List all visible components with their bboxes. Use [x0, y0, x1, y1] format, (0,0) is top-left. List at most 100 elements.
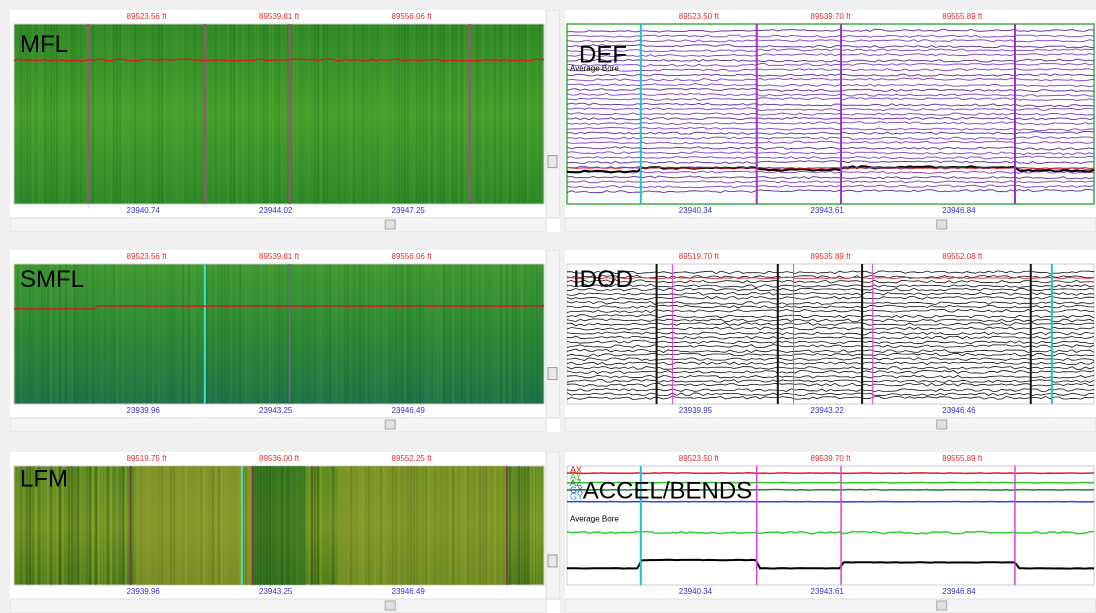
texture	[320, 24, 322, 204]
texture	[383, 264, 385, 404]
texture	[104, 466, 106, 585]
texture	[425, 24, 427, 204]
texture	[92, 264, 94, 404]
texture	[98, 264, 100, 404]
texture	[272, 24, 274, 204]
texture	[515, 264, 517, 404]
h-scrollbar[interactable]	[565, 218, 1096, 232]
texture	[77, 466, 79, 585]
texture	[278, 264, 280, 404]
distance-label: 23947.25	[392, 206, 426, 215]
texture	[272, 264, 274, 404]
texture	[311, 24, 313, 204]
texture	[71, 24, 73, 204]
texture	[464, 24, 466, 204]
texture	[257, 24, 259, 204]
texture	[449, 264, 451, 404]
v-scroll-thumb[interactable]	[548, 156, 557, 168]
texture	[17, 466, 19, 585]
texture	[95, 466, 97, 585]
texture	[260, 264, 262, 404]
v-scroll-thumb[interactable]	[548, 555, 557, 567]
v-scroll-thumb[interactable]	[548, 368, 557, 380]
texture	[182, 24, 184, 204]
depth-label: 89552.25 ft	[392, 454, 433, 463]
distance-label: 23943.61	[811, 587, 845, 596]
depth-label: 89552.08 ft	[942, 252, 983, 261]
texture	[536, 24, 538, 204]
texture	[134, 24, 136, 204]
texture	[74, 466, 76, 585]
texture	[149, 264, 151, 404]
texture	[302, 264, 304, 404]
h-scrollbar[interactable]	[10, 218, 546, 232]
texture	[332, 264, 334, 404]
texture	[80, 24, 82, 204]
texture	[86, 466, 88, 585]
texture	[161, 264, 163, 404]
h-scroll-thumb[interactable]	[937, 220, 947, 229]
panel: 89523.50 ft89539.70 ft89555.89 ft23940.3…	[565, 452, 1096, 613]
texture	[344, 264, 346, 404]
panel-title: DEF	[579, 42, 627, 69]
depth-label: 89556.06 ft	[392, 12, 433, 21]
h-scrollbar[interactable]	[10, 418, 546, 432]
texture	[167, 264, 169, 404]
h-scrollbar[interactable]	[10, 599, 546, 613]
texture	[509, 264, 511, 404]
h-scroll-thumb[interactable]	[937, 601, 947, 610]
v-scrollbar[interactable]	[546, 10, 560, 218]
h-scrollbar[interactable]	[565, 418, 1096, 432]
texture	[479, 264, 481, 404]
texture	[284, 264, 286, 404]
depth-label: 89523.50 ft	[679, 454, 720, 463]
texture	[317, 264, 319, 404]
texture	[215, 24, 217, 204]
texture	[191, 264, 193, 404]
texture	[176, 264, 178, 404]
texture	[119, 264, 121, 404]
h-scrollbar[interactable]	[565, 599, 1096, 613]
texture	[473, 264, 475, 404]
texture	[431, 264, 433, 404]
depth-label: 89539.81 ft	[259, 252, 300, 261]
texture	[359, 24, 361, 204]
texture	[314, 466, 316, 585]
texture	[458, 264, 460, 404]
texture	[164, 264, 166, 404]
texture	[536, 466, 538, 585]
texture	[14, 24, 16, 204]
texture	[125, 24, 127, 204]
v-scrollbar[interactable]	[546, 250, 560, 418]
texture	[530, 24, 532, 204]
texture	[425, 264, 427, 404]
texture	[539, 466, 541, 585]
texture	[14, 466, 16, 585]
texture	[101, 24, 103, 204]
texture	[377, 24, 379, 204]
texture	[95, 24, 97, 204]
distance-label: 23946.49	[392, 587, 426, 596]
texture	[209, 264, 211, 404]
texture	[392, 24, 394, 204]
h-scroll-thumb[interactable]	[385, 601, 395, 610]
texture	[524, 264, 526, 404]
texture	[452, 24, 454, 204]
texture	[467, 24, 469, 204]
texture	[167, 24, 169, 204]
texture	[296, 24, 298, 204]
texture	[128, 466, 130, 585]
h-scroll-thumb[interactable]	[385, 220, 395, 229]
texture	[506, 24, 508, 204]
depth-label: 89556.06 ft	[392, 252, 433, 261]
texture	[197, 24, 199, 204]
distance-label: 23943.22	[811, 406, 845, 415]
texture	[83, 24, 85, 204]
h-scroll-thumb[interactable]	[937, 420, 947, 429]
h-scroll-thumb[interactable]	[385, 420, 395, 429]
v-scrollbar[interactable]	[546, 452, 560, 599]
panel: 89519.75 ft89536.00 ft89552.25 ft23939.9…	[10, 452, 560, 613]
panel: 89523.56 ft89539.81 ft89556.06 ft23939.9…	[10, 250, 560, 432]
texture	[104, 24, 106, 204]
